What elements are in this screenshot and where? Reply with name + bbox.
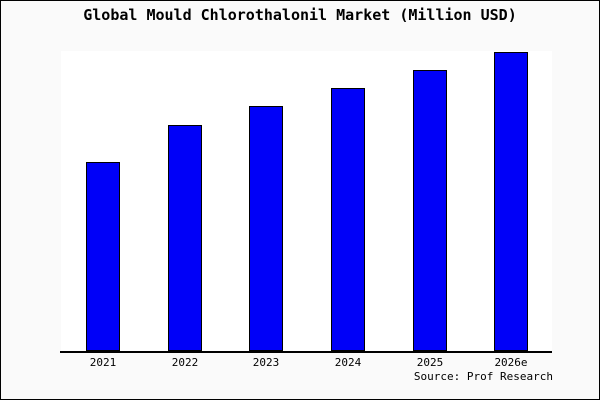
x-tick-label-2025: 2025	[416, 356, 444, 369]
bar-2025	[413, 70, 447, 351]
bar-2021	[86, 162, 120, 351]
chart-title: Global Mould Chlorothalonil Market (Mill…	[83, 6, 517, 24]
x-tick-label-2021: 2021	[89, 356, 117, 369]
bar-2022	[168, 125, 202, 351]
source-note: Source: Prof Research	[413, 370, 553, 383]
x-tick-label-2022: 2022	[171, 356, 199, 369]
x-axis-line	[60, 351, 552, 353]
bar-2026e	[494, 52, 528, 351]
bar-2023	[249, 106, 283, 351]
x-tick-label-2026e: 2026e	[494, 356, 528, 369]
plot-area	[61, 51, 552, 351]
x-tick-label-2023: 2023	[252, 356, 280, 369]
bar-2024	[331, 88, 365, 351]
x-tick-label-2024: 2024	[334, 356, 362, 369]
